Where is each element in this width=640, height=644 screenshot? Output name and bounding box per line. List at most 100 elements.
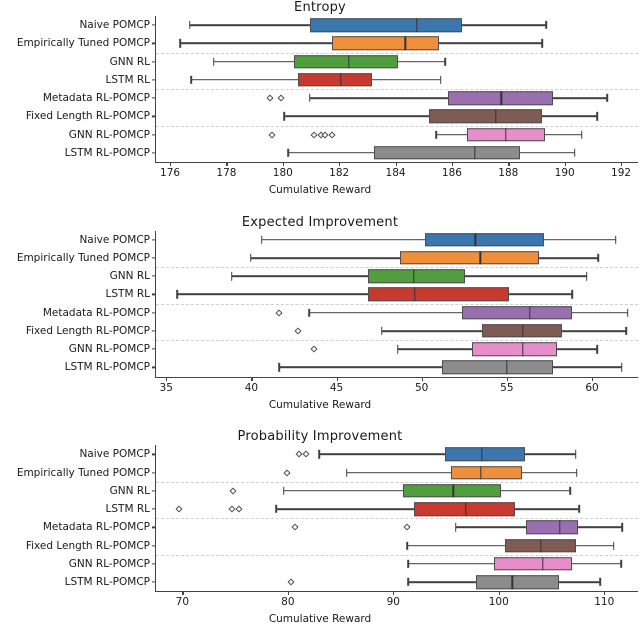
outlier-marker <box>283 469 291 477</box>
whisker-cap <box>586 272 588 281</box>
y-axis-tick <box>152 152 156 154</box>
x-axis-tick <box>336 376 338 381</box>
y-axis-tick <box>152 544 156 547</box>
y-axis-tick <box>152 24 156 26</box>
y-axis-tick <box>152 453 156 455</box>
whisker-cap <box>597 253 599 263</box>
y-axis-category-label: LSTM RL <box>105 73 150 86</box>
x-axis-tick-label: 55 <box>500 381 514 394</box>
whisker-cap <box>282 486 285 495</box>
median-line <box>522 342 524 356</box>
x-axis-tick-label: 70 <box>175 596 190 609</box>
y-axis-tick <box>152 312 156 314</box>
y-axis-category-label: Naive POMCP <box>79 448 150 461</box>
chart-panel: Expected Improvement 35 40 45 50 55 60 Naive PO… <box>0 215 640 430</box>
median-line <box>465 502 467 516</box>
x-axis-tick-label: 192 <box>611 167 632 179</box>
whisker-cap <box>439 75 442 85</box>
whisker-cap <box>615 235 617 244</box>
y-axis-tick <box>152 42 156 44</box>
box-iqr <box>451 465 522 480</box>
y-axis-category-label: LSTM RL-POMCP <box>64 361 150 374</box>
median-line <box>500 91 502 105</box>
median-line <box>480 465 482 480</box>
whisker-cap <box>407 559 409 568</box>
grid-separator <box>156 481 638 483</box>
plot-area: 70 80 90 100 110 Naive POMCP Empirically Tuned… <box>17 445 638 608</box>
outlier-marker <box>268 131 276 139</box>
median-line <box>481 447 483 462</box>
outlier-marker <box>275 309 284 317</box>
outlier-marker <box>403 523 411 531</box>
chart-title: Expected Improvement <box>241 214 399 230</box>
box-iqr <box>368 269 466 283</box>
y-axis-tick <box>152 526 156 528</box>
x-axis-tick <box>166 376 168 381</box>
y-axis-category-label: LSTM RL-POMCP <box>64 146 150 159</box>
y-axis-category-label: LSTM RL <box>105 288 150 301</box>
whisker-cap <box>569 486 572 495</box>
median-line <box>473 146 476 160</box>
x-axis-title: Cumulative Reward <box>268 613 372 626</box>
whisker-cap <box>620 559 622 568</box>
x-axis-tick-label: 180 <box>272 167 293 179</box>
whisker-cap <box>545 20 548 30</box>
x-axis-tick-label: 176 <box>160 167 181 179</box>
median-line <box>522 324 524 338</box>
whisker-cap <box>179 39 181 48</box>
whisker-cap <box>397 345 399 354</box>
x-axis-tick-label: 186 <box>441 167 462 179</box>
y-axis-tick <box>152 61 156 63</box>
x-axis-tick <box>508 162 510 166</box>
grid-separator <box>156 554 638 556</box>
whisker-cap <box>283 112 286 121</box>
x-axis-tick-label: 100 <box>488 596 509 609</box>
whisker-cap <box>612 541 615 550</box>
x-axis-tick-label: 178 <box>216 167 237 179</box>
outlier-marker <box>229 487 237 495</box>
chart-panel: Entropy 176 178 180 182 184 186 188 190 192 Naive … <box>0 0 640 215</box>
outlier-marker <box>266 94 274 102</box>
outlier-marker <box>294 327 302 335</box>
grid-separator <box>156 340 638 342</box>
y-axis-category-label: Naive POMCP <box>79 19 150 32</box>
x-axis-tick <box>395 162 397 166</box>
x-axis-tick <box>604 591 606 596</box>
y-axis-category-label: Metadata RL-POMCP <box>42 92 150 105</box>
y-axis-category-label: GNN RL <box>109 484 150 497</box>
x-axis-tick <box>287 591 290 596</box>
median-line <box>339 73 342 87</box>
whisker-cap <box>573 148 576 158</box>
x-axis-tick-label: 188 <box>498 167 519 179</box>
box-iqr <box>444 447 526 462</box>
x-axis-tick-label: 50 <box>415 381 429 394</box>
grid-separator <box>156 89 638 90</box>
box-iqr <box>493 557 572 571</box>
median-line <box>529 305 531 320</box>
box-iqr <box>471 342 558 356</box>
whisker-cap <box>380 326 383 336</box>
y-axis-category-label: Empirically Tuned POMCP <box>16 37 150 50</box>
x-axis-tick <box>226 162 228 166</box>
x-axis-title: Cumulative Reward <box>268 398 372 411</box>
whisker-cap <box>578 504 580 514</box>
x-axis-tick <box>182 591 184 596</box>
whisker-cap <box>318 450 321 459</box>
box-iqr <box>461 305 573 320</box>
chart-title: Probability Improvement <box>237 429 403 445</box>
box-iqr <box>368 287 509 302</box>
whisker-cap <box>189 20 191 30</box>
grid-separator <box>156 125 638 127</box>
median-line <box>474 232 477 247</box>
grid-separator <box>156 267 638 269</box>
y-axis-category-label: LSTM RL-POMCP <box>64 576 150 589</box>
box-iqr <box>400 251 540 265</box>
x-axis-tick-label: 60 <box>585 381 599 394</box>
whisker-cap <box>406 541 408 550</box>
outlier-marker <box>310 345 318 353</box>
y-axis-tick <box>152 563 156 565</box>
y-axis-tick <box>152 490 156 492</box>
box-iqr <box>442 360 553 375</box>
y-axis-category-label: Fixed Length RL-POMCP <box>25 110 150 123</box>
whisker-cap <box>606 93 608 103</box>
